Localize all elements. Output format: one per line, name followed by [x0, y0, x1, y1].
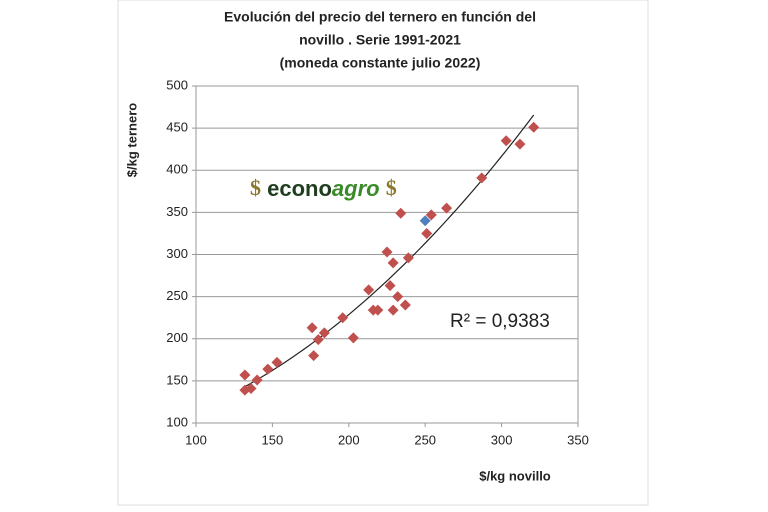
logo-part: $	[250, 175, 261, 200]
x-tick-label: 300	[491, 432, 513, 447]
point	[500, 135, 512, 147]
point	[528, 121, 540, 133]
point	[318, 327, 330, 339]
chart-title: novillo . Serie 1991-2021	[299, 32, 461, 48]
point	[425, 209, 437, 221]
point	[384, 280, 396, 292]
point	[421, 227, 433, 239]
point	[402, 252, 414, 264]
trendline	[244, 114, 535, 388]
y-tick-label: 250	[166, 288, 188, 303]
x-tick-label: 350	[567, 432, 589, 447]
r-squared: R² = 0,9383	[450, 311, 550, 332]
point	[262, 363, 274, 375]
logo: $ econoagro $	[250, 175, 397, 201]
chart-title: Evolución del precio del ternero en func…	[224, 9, 536, 25]
chart-title: (moneda constante julio 2022)	[280, 55, 481, 71]
y-tick-label: 500	[166, 77, 188, 92]
point	[312, 334, 324, 346]
point	[306, 322, 318, 334]
point	[347, 332, 359, 344]
y-tick-label: 450	[166, 120, 188, 135]
point	[363, 284, 375, 296]
point	[251, 374, 263, 386]
point	[239, 369, 251, 381]
point	[399, 299, 411, 311]
y-tick-label: 400	[166, 162, 188, 177]
point	[441, 202, 453, 214]
point	[419, 215, 431, 227]
point	[245, 382, 257, 394]
point	[395, 207, 407, 219]
point	[476, 172, 488, 184]
y-axis-label: $/kg ternero	[124, 103, 139, 177]
point	[387, 304, 399, 316]
x-tick-label: 100	[185, 432, 207, 447]
point	[372, 304, 384, 316]
logo-part: agro	[332, 176, 380, 201]
y-tick-label: 200	[166, 330, 188, 345]
point	[381, 246, 393, 258]
point	[308, 350, 320, 362]
x-axis-label: $/kg novillo	[479, 468, 551, 483]
logo-part: econo	[267, 176, 332, 201]
logo-part: $	[386, 175, 397, 200]
x-tick-label: 200	[338, 432, 360, 447]
point	[337, 312, 349, 324]
x-tick-label: 150	[262, 432, 284, 447]
y-tick-label: 100	[166, 414, 188, 429]
point	[392, 291, 404, 303]
y-tick-label: 350	[166, 204, 188, 219]
y-tick-label: 300	[166, 246, 188, 261]
point	[271, 356, 283, 368]
point	[514, 138, 526, 150]
y-tick-label: 150	[166, 372, 188, 387]
x-tick-label: 250	[414, 432, 436, 447]
point	[387, 257, 399, 269]
